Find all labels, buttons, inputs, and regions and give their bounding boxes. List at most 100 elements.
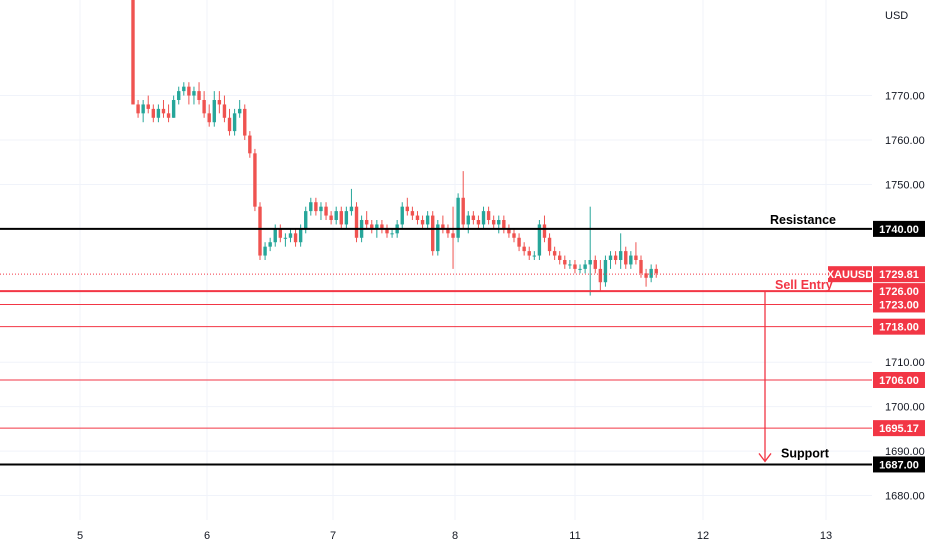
candle: [268, 237, 272, 252]
candle: [390, 228, 394, 238]
level-badge[interactable]: 1687.00: [873, 456, 925, 473]
candle: [278, 224, 283, 243]
candle-body: [583, 264, 587, 269]
candle-body: [532, 255, 537, 257]
price-tick-label: 1760.00: [885, 135, 925, 147]
candle: [522, 242, 526, 256]
candle: [298, 224, 303, 247]
level-badge[interactable]: 1706.00: [873, 372, 925, 388]
current-price-badge[interactable]: 1729.81: [873, 266, 925, 283]
candle: [319, 202, 323, 220]
candle: [253, 148, 257, 212]
candle-body: [654, 268, 658, 274]
candle: [537, 220, 542, 260]
candle: [410, 206, 415, 220]
time-tick-label: 8: [452, 530, 458, 542]
price-tick-label: 1700.00: [885, 402, 925, 414]
candle-body: [202, 100, 206, 114]
candle: [603, 255, 608, 287]
candle-body: [309, 202, 313, 212]
candle: [131, 0, 135, 105]
candle-body: [283, 237, 288, 239]
symbol-tag[interactable]: XAUUSD: [827, 266, 874, 283]
price-tick-label: 1710.00: [885, 357, 925, 369]
candle: [222, 95, 227, 123]
candle-body: [624, 251, 628, 265]
candle: [324, 202, 328, 220]
candle-body: [304, 211, 308, 229]
candle: [583, 260, 587, 274]
candle-body: [537, 224, 542, 256]
candle: [420, 215, 425, 229]
candle-body: [192, 91, 196, 96]
time-axis[interactable]: 5 6 7 8 11 12 13: [77, 530, 832, 542]
candle: [512, 228, 516, 243]
candle-body: [171, 100, 176, 118]
level-badge-bg: [873, 420, 925, 437]
candle-body: [227, 117, 232, 132]
candle-body: [618, 251, 623, 260]
candle-body: [563, 260, 567, 265]
candle-body: [268, 242, 272, 247]
level-badge[interactable]: 1695.17: [873, 420, 925, 437]
candle: [364, 211, 369, 229]
annotation-sell-entry: Sell Entry: [775, 278, 833, 292]
candle-body: [527, 251, 531, 256]
level-badge-text: 1723.00: [879, 299, 919, 311]
candle: [552, 246, 557, 260]
candle: [527, 246, 531, 260]
candle: [497, 215, 501, 234]
candle: [156, 104, 161, 123]
candle-body: [349, 206, 354, 212]
level-badge-bg: [873, 296, 925, 313]
candle-body: [385, 228, 389, 234]
candle: [634, 242, 638, 265]
candle: [283, 233, 288, 247]
candle-body: [375, 224, 379, 229]
candle-body: [131, 0, 135, 105]
candle-body: [512, 233, 516, 238]
candle-body: [161, 108, 166, 114]
candle-body: [420, 220, 425, 225]
candle-body: [593, 260, 597, 269]
candle: [654, 264, 658, 278]
candle: [507, 224, 511, 238]
candle: [354, 202, 359, 243]
candle-body: [390, 233, 394, 235]
candle-body: [578, 268, 582, 270]
price-tick-label: 1770.00: [885, 91, 925, 103]
candle: [517, 233, 521, 252]
candle-body: [649, 268, 653, 278]
candle: [593, 255, 597, 274]
level-badge[interactable]: 1718.00: [873, 318, 925, 335]
candle-body: [405, 206, 410, 212]
candle: [182, 82, 186, 96]
candle-body: [542, 224, 547, 238]
candle: [161, 100, 166, 118]
candle: [547, 233, 552, 256]
candle-body: [258, 206, 262, 256]
candle: [171, 95, 176, 118]
candle: [370, 220, 374, 234]
candle-body: [608, 255, 613, 260]
candle: [151, 104, 156, 123]
candle: [649, 264, 653, 283]
candle-body: [232, 113, 237, 132]
candle-body: [471, 215, 476, 220]
candle-body: [415, 215, 420, 220]
candle-body: [476, 220, 481, 225]
level-badge[interactable]: 1723.00: [873, 296, 925, 313]
candle: [588, 206, 592, 296]
level-badge[interactable]: 1726.00: [873, 283, 925, 300]
candle: [608, 251, 613, 269]
candle: [441, 215, 445, 234]
level-badge[interactable]: 1740.00: [873, 220, 925, 237]
candle: [436, 220, 440, 256]
candle-body: [410, 211, 415, 216]
level-badge-bg: [873, 318, 925, 335]
price-axis[interactable]: USD 1770.00 1760.00 1750.00 1710.00 1700.00 1…: [827, 10, 925, 503]
candle: [618, 233, 623, 269]
candle: [197, 82, 201, 105]
candle-body: [136, 104, 140, 114]
